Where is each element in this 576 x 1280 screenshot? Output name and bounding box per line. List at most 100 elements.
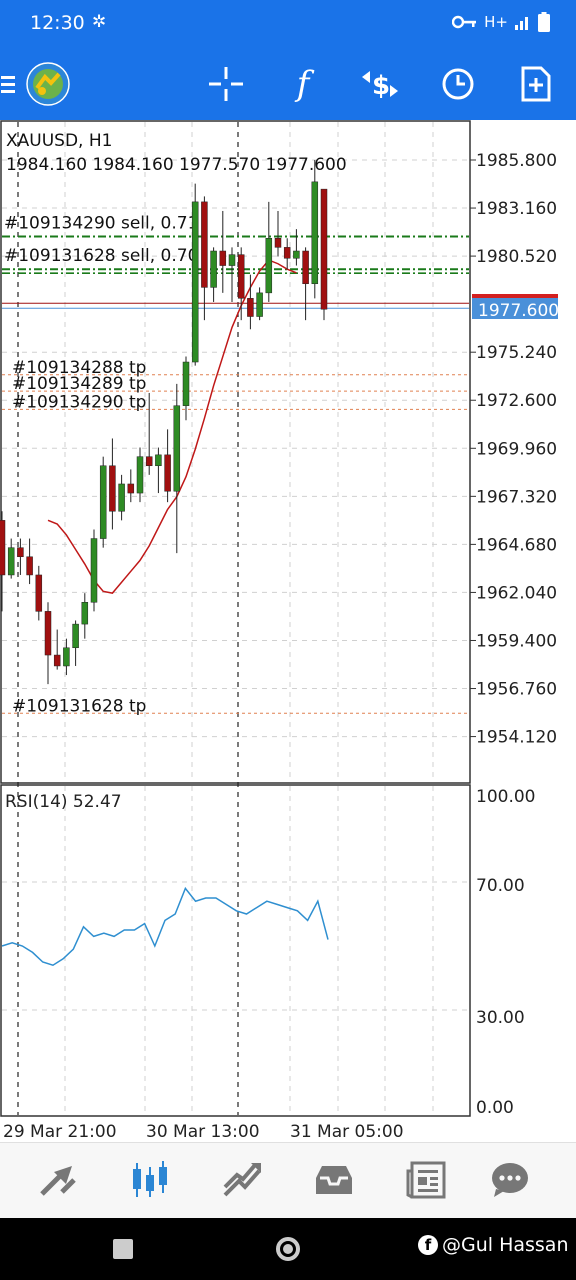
news-icon[interactable] xyxy=(402,1159,450,1201)
new-order-icon[interactable] xyxy=(514,62,558,106)
price-axis-label: 1956.760 xyxy=(476,680,557,700)
bull-candle xyxy=(311,181,319,285)
timeframe-icon[interactable] xyxy=(436,62,480,106)
bear-candle xyxy=(237,254,245,299)
bear-candle xyxy=(302,250,309,285)
ohlc-label: 1984.160 1984.160 1977.570 1977.600 xyxy=(6,155,347,175)
bear-candle xyxy=(35,574,43,612)
price-axis-label: 1983.160 xyxy=(476,199,557,219)
time-label: 29 Mar 21:00 xyxy=(3,1122,117,1142)
grid-lines xyxy=(2,122,469,1115)
bear-candle xyxy=(219,250,227,266)
recents-button[interactable] xyxy=(113,1239,133,1259)
tp-label: #109134289 tp xyxy=(12,374,146,394)
bear-candle xyxy=(164,454,171,492)
bear-candle xyxy=(0,520,6,576)
bull-candle xyxy=(155,454,162,467)
order-label: #109131628 sell, 0.70 xyxy=(4,246,198,266)
rsi-axis-70: 70.00 xyxy=(476,876,525,896)
bull-candle xyxy=(136,456,144,494)
watermark: f @Gul Hassan xyxy=(418,1234,569,1256)
price-axis-label: 1964.680 xyxy=(476,535,557,555)
order-label: #109134290 sell, 0.71 xyxy=(4,213,198,233)
price-axis-label: 1980.520 xyxy=(476,247,557,267)
home-button[interactable] xyxy=(276,1237,300,1261)
price-axis-label: 1959.400 xyxy=(476,631,557,651)
battery-icon xyxy=(538,12,550,32)
bear-candle xyxy=(274,238,282,248)
tp-label: #109131628 tp xyxy=(12,696,146,716)
price-axis-label: 1954.120 xyxy=(476,728,557,748)
price-axis-label: 1975.240 xyxy=(476,343,557,363)
rsi-pane-frame xyxy=(0,784,471,1117)
rsi-axis-0: 0.00 xyxy=(476,1098,514,1118)
watermark-text: @Gul Hassan xyxy=(442,1234,569,1256)
rsi-label: RSI(14) 52.47 xyxy=(5,792,122,812)
bull-candle xyxy=(63,647,70,667)
chart-icon[interactable] xyxy=(126,1159,174,1201)
current-price: 1977.600 xyxy=(478,301,559,321)
price-axis-label: 1985.800 xyxy=(476,151,557,171)
bull-candle xyxy=(182,361,190,406)
current-price-tag: 1977.600 xyxy=(472,294,559,321)
bear-candle xyxy=(320,188,328,310)
bear-candle xyxy=(44,611,52,656)
price-chart[interactable]: #109134290 sell, 0.71 #109131628 sell, 0.… xyxy=(0,120,576,1142)
bull-candle xyxy=(7,547,15,576)
tp-label: #109134288 tp xyxy=(12,358,146,378)
app-logo xyxy=(24,60,72,108)
crosshair-icon[interactable] xyxy=(204,62,248,106)
system-navigation-bar: f @Gul Hassan xyxy=(0,1218,576,1280)
indicators-icon[interactable]: f xyxy=(296,64,310,104)
messages-icon[interactable] xyxy=(486,1159,534,1201)
time-label: 30 Mar 13:00 xyxy=(146,1122,260,1142)
bear-candle xyxy=(17,547,24,558)
bull-candle xyxy=(99,465,107,539)
trade-nav-icon[interactable] xyxy=(218,1159,266,1201)
bear-candle xyxy=(26,556,33,576)
bull-candle xyxy=(90,538,98,603)
rsi-axis-100: 100.00 xyxy=(476,787,535,807)
bull-candle xyxy=(210,250,217,288)
menu-icon[interactable] xyxy=(0,62,18,106)
bear-candle xyxy=(145,456,153,467)
price-axis-label: 1967.320 xyxy=(476,487,557,507)
bull-candle xyxy=(173,405,181,492)
network-type: H+ xyxy=(484,13,508,31)
key-icon xyxy=(452,15,477,29)
tp-label: #109134290 tp xyxy=(12,392,146,412)
order-lines: #109134290 sell, 0.71 #109131628 sell, 0.… xyxy=(2,213,469,716)
bear-candle xyxy=(201,201,208,288)
main-pane-frame xyxy=(0,120,471,784)
rsi-axis-30: 30.00 xyxy=(476,1008,525,1028)
price-axis: 1985.800 1983.160 1980.520 1975.240 1972.600… xyxy=(470,151,557,748)
app-toolbar: f $ xyxy=(0,48,576,120)
bear-candle xyxy=(247,298,254,317)
rsi-line xyxy=(1,886,329,967)
quotes-icon[interactable] xyxy=(34,1159,82,1201)
history-icon[interactable] xyxy=(310,1159,358,1201)
moving-average xyxy=(47,259,297,594)
time-label: 31 Mar 05:00 xyxy=(290,1122,404,1142)
bull-candle xyxy=(293,250,300,259)
symbol-label: XAUUSD, H1 xyxy=(6,131,112,151)
facebook-icon: f xyxy=(418,1235,438,1255)
bear-candle xyxy=(283,247,291,259)
rsi-polyline xyxy=(1,886,329,967)
ma-line xyxy=(47,259,297,594)
bull-candle xyxy=(256,292,263,317)
signal-icon xyxy=(515,17,528,30)
bottom-navigation xyxy=(0,1142,576,1219)
bear-candle xyxy=(53,654,61,667)
bear-candle xyxy=(127,483,135,494)
bull-candle xyxy=(72,623,79,649)
candles xyxy=(0,160,328,685)
price-axis-label: 1962.040 xyxy=(476,583,557,603)
price-axis-label: 1969.960 xyxy=(476,439,557,459)
trade-icon[interactable]: $ xyxy=(358,62,402,106)
chart-area[interactable]: #109134290 sell, 0.71 #109131628 sell, 0.… xyxy=(0,120,576,1142)
svg-text:$: $ xyxy=(372,71,390,101)
bear-candle xyxy=(109,465,116,512)
status-icons: H+ xyxy=(452,12,550,32)
bull-candle xyxy=(228,254,236,266)
